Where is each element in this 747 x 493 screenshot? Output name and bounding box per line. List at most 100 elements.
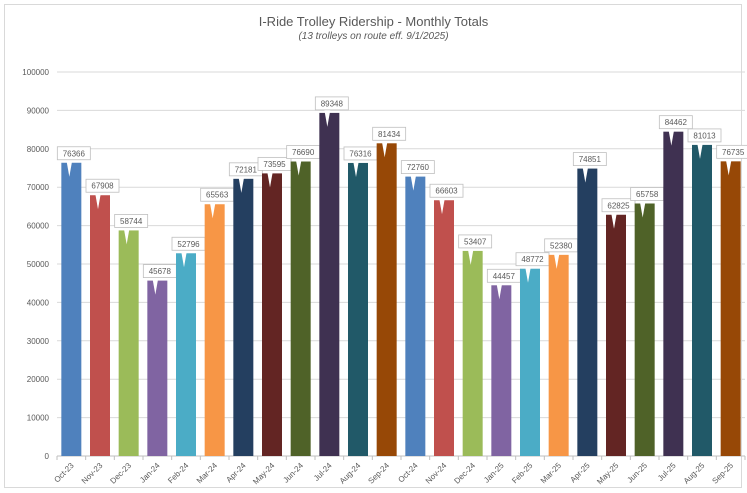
y-tick-label: 80000 — [27, 145, 50, 154]
bar — [262, 173, 282, 456]
y-tick-label: 100000 — [22, 68, 49, 77]
x-tick-label: Jul-25 — [656, 461, 678, 483]
data-label-pointer — [353, 159, 359, 177]
bar — [577, 168, 598, 457]
x-tick-label: Aug-25 — [682, 461, 707, 486]
data-label-box — [716, 144, 747, 159]
data-label: 76735 — [722, 148, 745, 157]
x-tick-label: Nov-24 — [424, 461, 449, 486]
data-label: 52796 — [177, 240, 200, 249]
bar — [548, 254, 569, 456]
bar — [405, 176, 426, 456]
x-tick-label: Mar-24 — [195, 461, 220, 486]
data-label-pointer — [611, 211, 617, 229]
data-label: 81434 — [378, 130, 401, 139]
data-label: 76316 — [349, 149, 372, 158]
data-label: 89348 — [321, 99, 344, 108]
x-tick-label: Jan-24 — [138, 461, 162, 485]
data-label-pointer — [66, 159, 73, 177]
data-label-box — [114, 214, 149, 228]
data-label-box — [372, 126, 407, 141]
bar — [434, 200, 454, 456]
data-label-box — [56, 146, 91, 161]
data-label-pointer — [324, 109, 331, 127]
x-tick-label: Sep-25 — [710, 461, 735, 486]
data-label: 76690 — [292, 148, 315, 157]
x-tick-label: Oct-23 — [52, 461, 76, 485]
bar — [692, 144, 712, 456]
data-label-pointer — [582, 165, 589, 183]
bar — [61, 162, 82, 456]
bar — [348, 162, 368, 456]
chart-frame — [4, 4, 742, 488]
bar — [491, 285, 512, 456]
y-tick-label: 40000 — [27, 298, 50, 307]
data-label: 65758 — [636, 190, 659, 199]
data-label-pointer — [209, 201, 216, 219]
chart-title: I-Ride Trolley Ridership - Monthly Total… — [258, 14, 489, 29]
bar — [663, 131, 684, 456]
bar — [118, 230, 139, 456]
x-tick-label: Dec-24 — [452, 461, 477, 486]
x-tick-label: Apr-25 — [568, 461, 592, 485]
y-tick-label: 90000 — [27, 106, 50, 115]
data-label: 72760 — [407, 163, 430, 172]
y-tick-label: 30000 — [27, 337, 50, 346]
data-label-box — [658, 115, 693, 130]
data-label: 73595 — [263, 160, 286, 169]
data-label-pointer — [525, 265, 531, 283]
chart-subtitle: (13 trolleys on route eff. 9/1/2025) — [298, 31, 449, 42]
data-label: 62825 — [607, 201, 630, 210]
data-label-pointer — [467, 247, 474, 265]
x-tick-label: May-25 — [595, 461, 621, 487]
x-tick-label: Feb-25 — [510, 461, 535, 486]
data-label: 45678 — [149, 267, 172, 276]
data-label: 72181 — [235, 165, 258, 174]
data-label-box — [572, 152, 607, 166]
data-label-pointer — [639, 200, 646, 218]
bar — [204, 204, 225, 456]
data-label-pointer — [381, 140, 388, 158]
bar — [462, 250, 483, 456]
bar — [520, 268, 540, 456]
data-label: 58744 — [120, 217, 143, 226]
x-tick-label: May-24 — [251, 461, 277, 487]
x-tick-label: Apr-24 — [224, 461, 248, 485]
data-label-pointer — [238, 175, 245, 193]
data-label-pointer — [267, 170, 273, 188]
data-label-pointer — [668, 128, 675, 146]
y-tick-label: 0 — [45, 452, 50, 461]
data-label-pointer — [123, 227, 130, 245]
y-tick-label: 10000 — [27, 414, 50, 423]
x-tick-label: Aug-24 — [338, 461, 363, 486]
data-label: 53407 — [464, 237, 487, 246]
y-tick-label: 70000 — [27, 183, 50, 192]
y-tick-label: 20000 — [27, 375, 50, 384]
x-tick-label: Mar-25 — [539, 461, 564, 486]
data-label-pointer — [725, 158, 732, 176]
data-label-box — [314, 96, 349, 111]
data-label-pointer — [181, 250, 187, 268]
data-label-box — [400, 160, 435, 175]
bar — [319, 112, 340, 456]
x-tick-label: Jun-25 — [625, 461, 649, 485]
data-label: 48772 — [521, 255, 544, 264]
y-tick-label: 50000 — [27, 260, 50, 269]
data-label: 52380 — [550, 241, 573, 250]
x-tick-label: Dec-23 — [108, 461, 133, 486]
data-label-box — [429, 183, 464, 198]
x-tick-label: Feb-24 — [166, 461, 191, 486]
bar — [233, 178, 254, 457]
data-label-pointer — [410, 173, 417, 191]
bar — [290, 161, 311, 456]
data-label: 65563 — [206, 191, 229, 200]
bar — [606, 214, 626, 456]
data-label-pointer — [295, 158, 302, 176]
data-label-pointer — [95, 192, 101, 210]
x-tick-label: Sep-24 — [366, 461, 391, 486]
bar — [634, 203, 655, 456]
bar — [376, 143, 397, 456]
data-label: 67908 — [91, 182, 114, 191]
bar — [90, 195, 110, 456]
